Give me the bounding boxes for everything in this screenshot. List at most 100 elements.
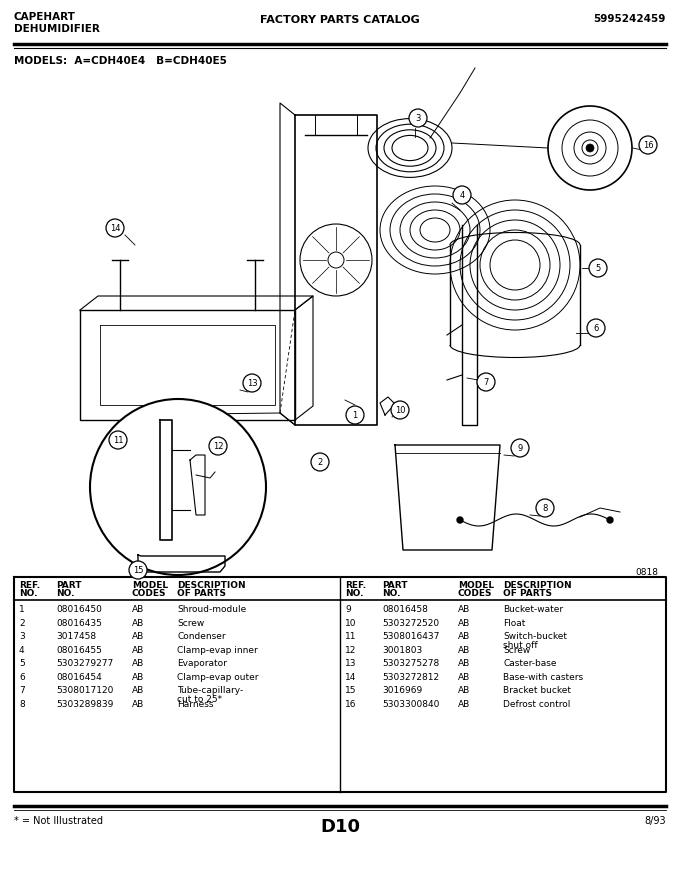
Text: MODELS:  A=CDH40E4   B=CDH40E5: MODELS: A=CDH40E4 B=CDH40E5 [14,56,227,66]
Text: 5303272520: 5303272520 [382,619,439,627]
Text: AB: AB [458,686,471,695]
Text: 11: 11 [345,632,356,641]
Text: AB: AB [458,619,471,627]
Text: 12: 12 [345,646,356,655]
Text: 3: 3 [19,632,24,641]
Text: 5303300840: 5303300840 [382,700,439,708]
Text: 08016454: 08016454 [56,672,102,681]
Text: NO.: NO. [345,589,364,598]
Text: AB: AB [132,686,144,695]
Text: 5308016437: 5308016437 [382,632,439,641]
Text: Shroud-module: Shroud-module [177,605,246,614]
Text: Bracket bucket: Bracket bucket [503,686,571,695]
Text: D10: D10 [320,818,360,836]
Text: 5995242459: 5995242459 [594,14,666,24]
Text: 11: 11 [113,436,123,444]
Text: Switch-bucket: Switch-bucket [503,632,567,641]
Text: PART: PART [382,581,407,590]
Text: AB: AB [458,672,471,681]
Text: CODES: CODES [132,589,167,598]
Text: 13: 13 [247,378,257,387]
Text: 16: 16 [643,141,653,150]
Circle shape [453,186,471,204]
Circle shape [511,439,529,457]
Text: 14: 14 [345,672,356,681]
Text: Defrost control: Defrost control [503,700,571,708]
Text: 5303279277: 5303279277 [56,659,114,668]
Text: 6: 6 [594,324,598,333]
Circle shape [477,373,495,391]
Text: 4: 4 [19,646,24,655]
Circle shape [391,401,409,419]
Text: 12: 12 [213,442,223,451]
Text: 8: 8 [543,503,547,512]
Text: 7: 7 [19,686,24,695]
Text: PART: PART [56,581,82,590]
Circle shape [311,453,329,471]
Text: NO.: NO. [382,589,401,598]
Circle shape [586,144,594,152]
Text: 9: 9 [345,605,351,614]
Text: 15: 15 [345,686,356,695]
Text: AB: AB [132,646,144,655]
Text: 1: 1 [352,410,358,420]
Text: Harness: Harness [177,700,214,708]
Text: 5: 5 [596,263,600,273]
Text: CAPEHART: CAPEHART [14,12,76,22]
Circle shape [589,259,607,277]
Text: 3001803: 3001803 [382,646,422,655]
Text: 08016450: 08016450 [56,605,102,614]
Text: NO.: NO. [19,589,37,598]
Circle shape [129,561,147,579]
Text: AB: AB [458,659,471,668]
Circle shape [587,319,605,337]
Text: 4: 4 [460,190,464,200]
Circle shape [607,517,613,523]
Text: Caster-base: Caster-base [503,659,556,668]
Text: Screw: Screw [177,619,204,627]
Text: 5308017120: 5308017120 [56,686,114,695]
Text: AB: AB [458,605,471,614]
Circle shape [109,431,127,449]
Text: Base-with casters: Base-with casters [503,672,583,681]
Text: NO.: NO. [56,589,75,598]
Text: 0818: 0818 [635,568,658,577]
Text: 14: 14 [109,224,120,232]
Circle shape [243,374,261,392]
Text: Evaporator: Evaporator [177,659,227,668]
Text: AB: AB [132,659,144,668]
Text: 5: 5 [19,659,24,668]
Text: * = Not Illustrated: * = Not Illustrated [14,816,103,826]
Text: 6: 6 [19,672,24,681]
Circle shape [90,399,266,575]
Text: MODEL: MODEL [132,581,168,590]
Text: AB: AB [458,646,471,655]
Text: CODES: CODES [458,589,492,598]
Text: 10: 10 [395,406,405,414]
Text: 7: 7 [483,378,489,386]
Text: AB: AB [132,619,144,627]
Text: 3: 3 [415,114,421,122]
Text: 3017458: 3017458 [56,632,96,641]
Text: AB: AB [132,672,144,681]
Text: 8/93: 8/93 [645,816,666,826]
Circle shape [106,219,124,237]
Circle shape [457,517,463,523]
Text: Condenser: Condenser [177,632,226,641]
Text: 8: 8 [19,700,24,708]
Text: 2: 2 [19,619,24,627]
Text: OF PARTS: OF PARTS [177,589,226,598]
Circle shape [209,437,227,455]
Text: 2: 2 [318,458,322,466]
Text: 16: 16 [345,700,356,708]
Text: AB: AB [132,700,144,708]
Text: AB: AB [458,700,471,708]
Text: AB: AB [132,632,144,641]
Text: shut off: shut off [503,641,538,650]
Text: 5303289839: 5303289839 [56,700,114,708]
Text: Clamp-evap inner: Clamp-evap inner [177,646,258,655]
Text: cut to 25*: cut to 25* [177,695,222,704]
Text: REF.: REF. [19,581,40,590]
Text: AB: AB [132,605,144,614]
Circle shape [409,109,427,127]
